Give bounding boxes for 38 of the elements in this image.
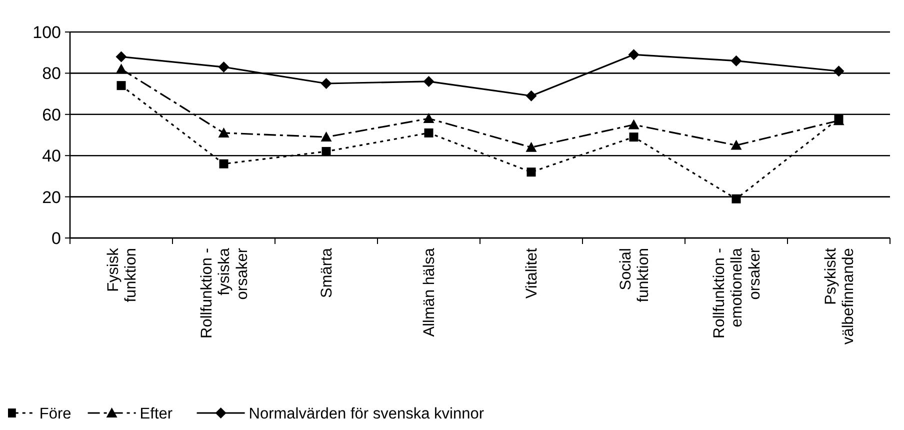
x-tick-label: Social funktion (617, 248, 652, 302)
point (730, 55, 742, 66)
point (628, 119, 640, 130)
x-tick-label: Rollfunktion - emotionella orsaker (710, 248, 764, 338)
point (629, 132, 638, 142)
point (424, 128, 434, 138)
point (218, 62, 230, 73)
point (116, 51, 127, 62)
y-tick-label: 20 (42, 188, 61, 207)
point (833, 66, 844, 77)
point (219, 159, 228, 168)
x-tick-label: Vitalitet (524, 247, 541, 299)
y-tick-label: 40 (42, 146, 61, 166)
point (730, 140, 742, 150)
point (116, 81, 126, 90)
point (526, 142, 537, 152)
y-tick-label: 60 (42, 105, 61, 124)
point (526, 90, 537, 102)
y-tick-label: 100 (32, 22, 61, 42)
x-tick-label: Rollfunktion - fysiska orsaker (198, 248, 251, 338)
point (732, 194, 741, 204)
x-tick-label: Smärta (318, 248, 336, 298)
y-tick-label: 0 (52, 228, 61, 248)
point (628, 49, 640, 60)
point (423, 113, 434, 124)
legend-label: Före (39, 405, 72, 422)
point (116, 64, 127, 74)
y-tick-label: 80 (42, 64, 61, 84)
point (320, 132, 332, 142)
legend-label: Efter (140, 405, 173, 422)
point (526, 168, 536, 177)
point (322, 146, 331, 156)
x-tick-label: Fysisk funktion (104, 248, 140, 302)
point (423, 76, 434, 87)
point (218, 127, 230, 138)
x-tick-label: Allmän hälsa (421, 248, 438, 337)
legend-label: Normalvärden för svenska kvinnor (248, 405, 484, 422)
point (320, 78, 332, 89)
